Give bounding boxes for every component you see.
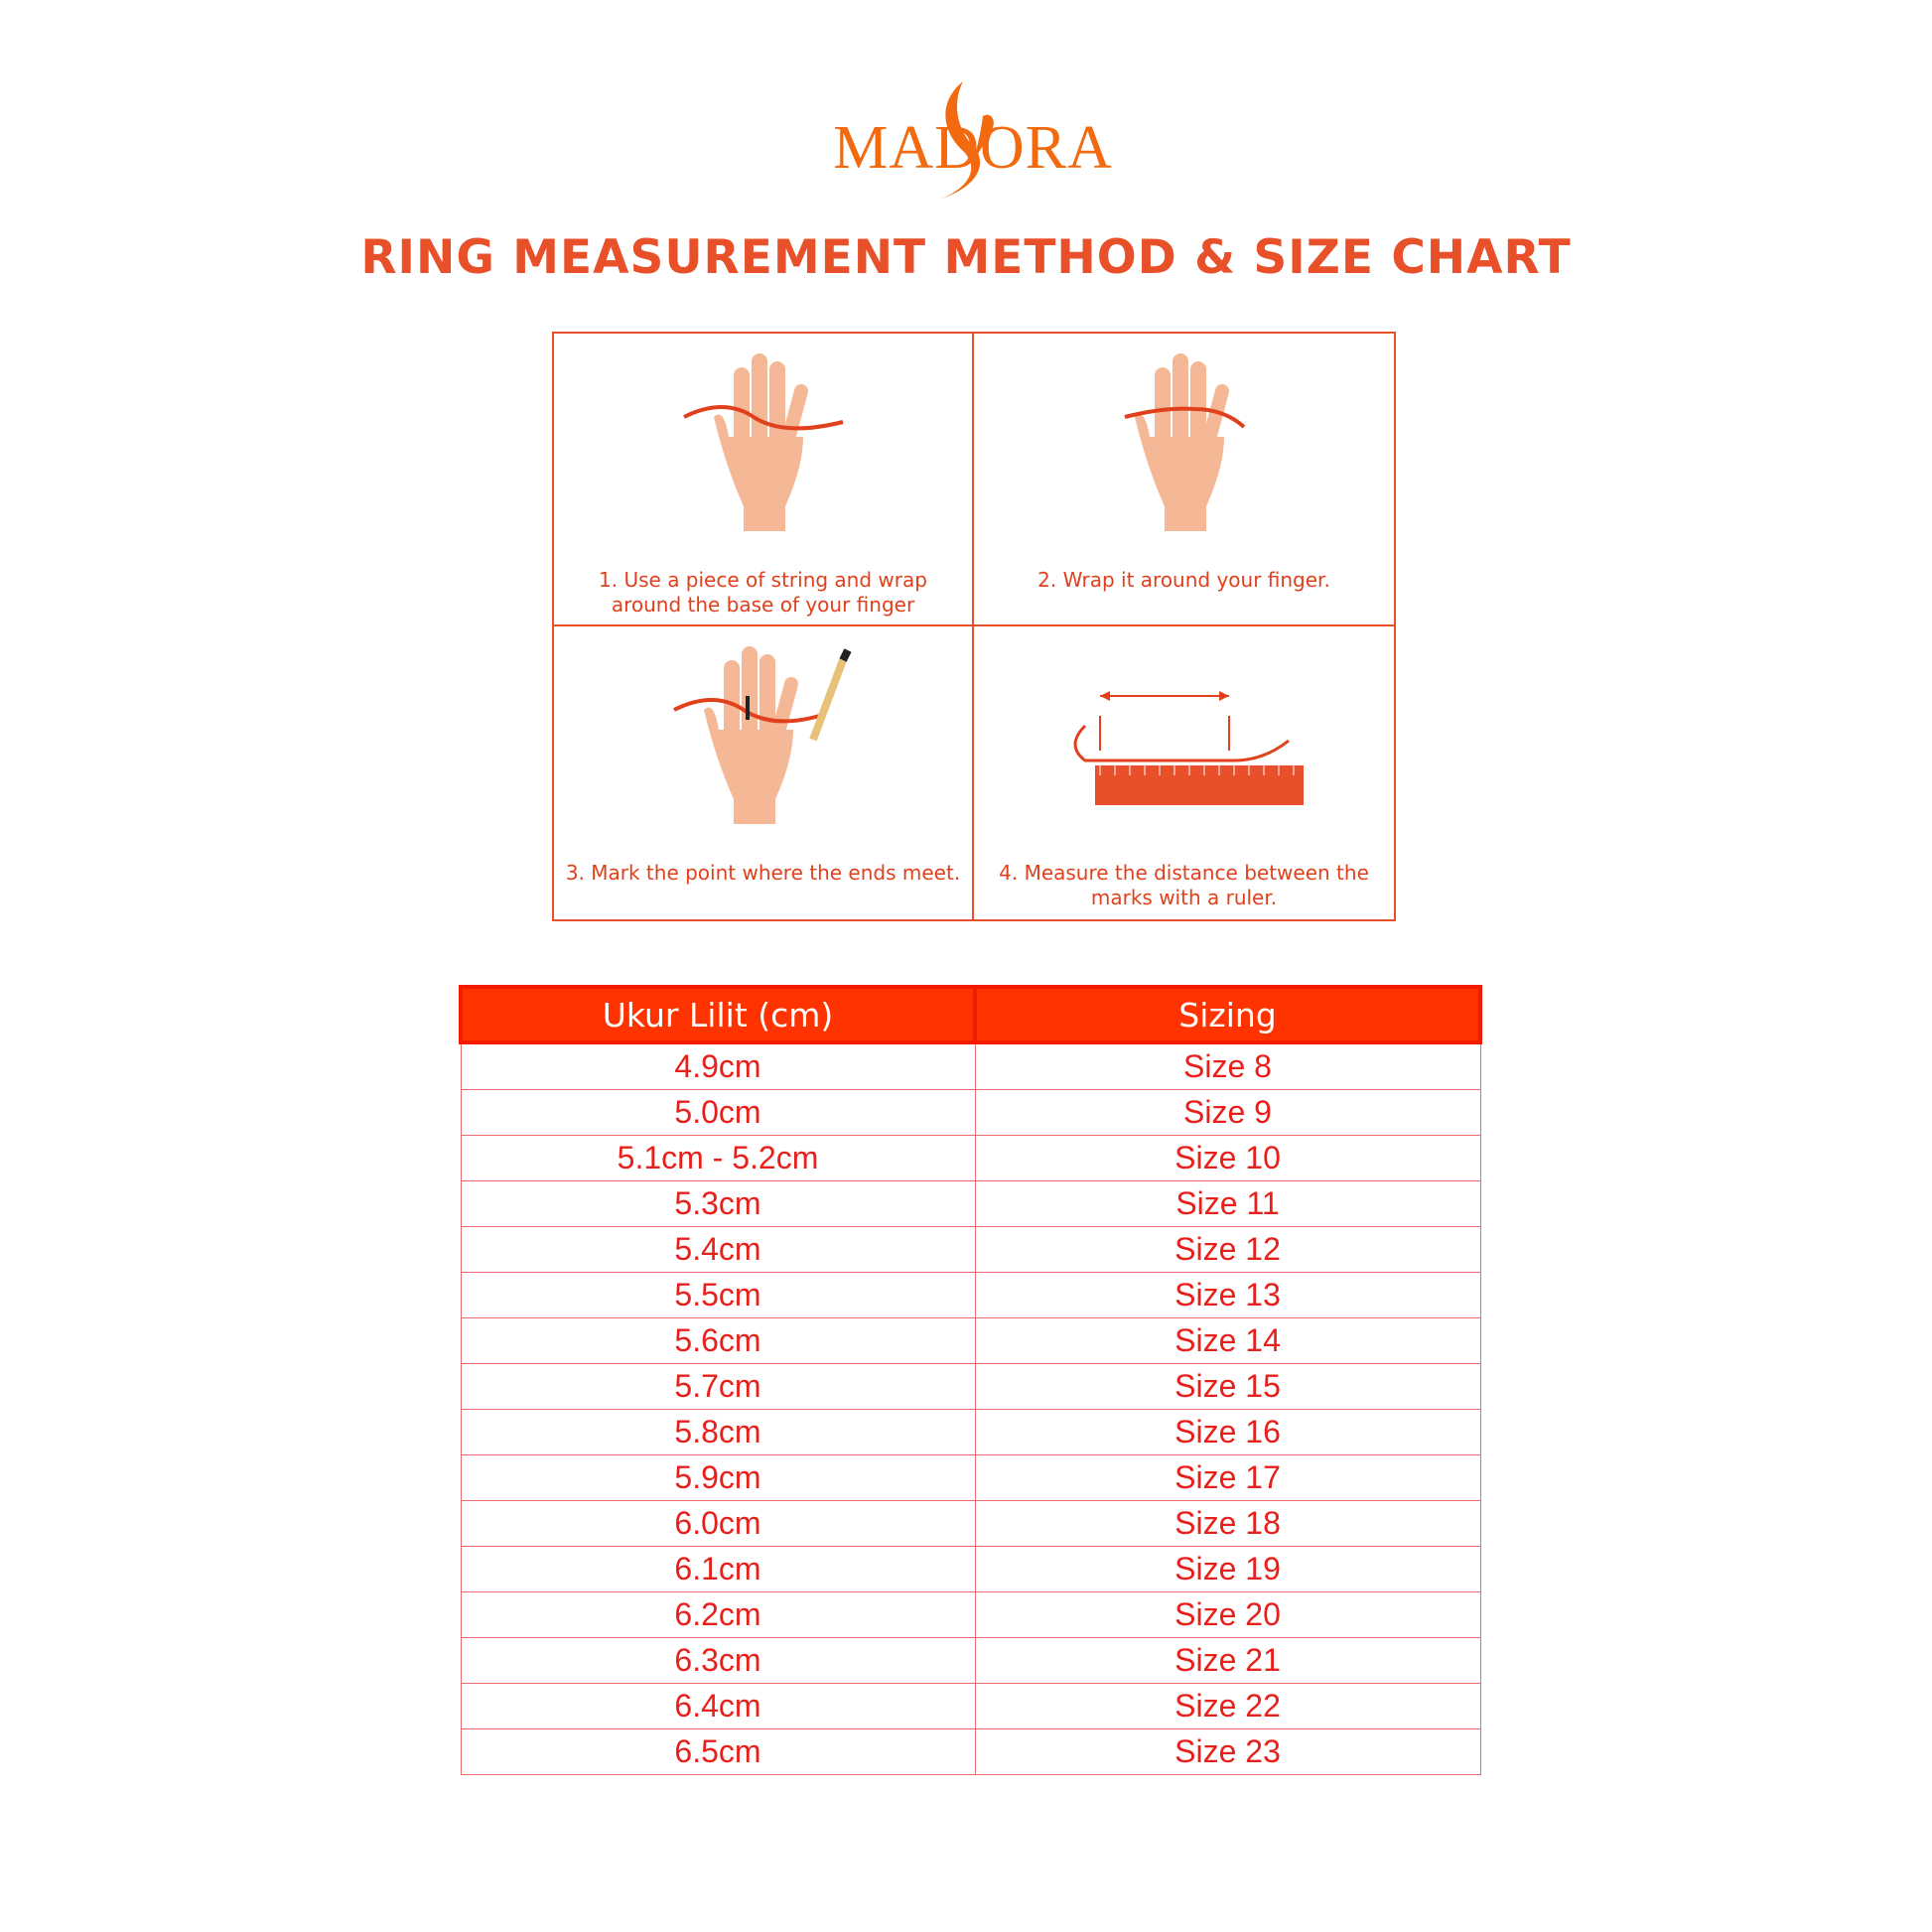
hand-marking-pencil-icon xyxy=(672,646,852,824)
table-row: 6.3cm Size 21 xyxy=(460,1637,1481,1684)
circumference-cell: 5.0cm xyxy=(460,1089,976,1136)
size-cell: Size 9 xyxy=(974,1089,1481,1136)
table-row: 6.5cm Size 23 xyxy=(460,1728,1481,1775)
table-row: 5.4cm Size 12 xyxy=(460,1226,1481,1273)
circumference-cell: 5.1cm - 5.2cm xyxy=(460,1135,976,1181)
header-sizing: Sizing xyxy=(973,985,1482,1044)
circumference-cell: 6.2cm xyxy=(460,1591,976,1638)
step-caption: 4. Measure the distance between the mark… xyxy=(999,861,1369,909)
size-cell: Size 10 xyxy=(974,1135,1481,1181)
table-header-row: Ukur Lilit (cm) Sizing xyxy=(459,985,1482,1044)
logo-text: MADORA xyxy=(833,114,1113,182)
table-row: 6.0cm Size 18 xyxy=(460,1500,1481,1547)
table-row: 5.3cm Size 11 xyxy=(460,1180,1481,1227)
circumference-cell: 6.0cm xyxy=(460,1500,976,1547)
size-cell: Size 14 xyxy=(974,1317,1481,1364)
ruler-measure-icon xyxy=(1073,691,1304,805)
size-cell: Size 22 xyxy=(974,1683,1481,1729)
table-row: 6.2cm Size 20 xyxy=(460,1591,1481,1638)
size-cell: Size 17 xyxy=(974,1454,1481,1501)
size-cell: Size 8 xyxy=(974,1041,1481,1090)
phoenix-icon xyxy=(941,81,994,199)
step-4: 4. Measure the distance between the mark… xyxy=(974,626,1394,919)
table-row: 5.6cm Size 14 xyxy=(460,1317,1481,1364)
circumference-cell: 5.9cm xyxy=(460,1454,976,1501)
table-row: 5.7cm Size 15 xyxy=(460,1363,1481,1410)
circumference-cell: 5.8cm xyxy=(460,1409,976,1455)
size-cell: Size 13 xyxy=(974,1272,1481,1318)
hand-string-wrapped-icon xyxy=(1124,353,1245,531)
size-cell: Size 18 xyxy=(974,1500,1481,1547)
circumference-cell: 5.6cm xyxy=(460,1317,976,1364)
size-cell: Size 20 xyxy=(974,1591,1481,1638)
table-row: 4.9cm Size 8 xyxy=(460,1041,1481,1090)
size-cell: Size 12 xyxy=(974,1226,1481,1273)
step-caption: 3. Mark the point where the ends meet. xyxy=(565,861,961,885)
table-row: 5.5cm Size 13 xyxy=(460,1272,1481,1318)
circumference-cell: 5.4cm xyxy=(460,1226,976,1273)
hand-with-string-icon xyxy=(682,353,843,531)
circumference-cell: 6.4cm xyxy=(460,1683,976,1729)
circumference-cell: 5.5cm xyxy=(460,1272,976,1318)
size-cell: Size 23 xyxy=(974,1728,1481,1775)
step-1: 1. Use a piece of string and wrap around… xyxy=(554,334,974,626)
table-row: 6.1cm Size 19 xyxy=(460,1546,1481,1592)
brand-logo: MADORA xyxy=(814,71,1132,201)
circumference-cell: 5.3cm xyxy=(460,1180,976,1227)
measurement-steps: 1. Use a piece of string and wrap around… xyxy=(552,332,1396,921)
table-row: 5.8cm Size 16 xyxy=(460,1409,1481,1455)
circumference-cell: 6.5cm xyxy=(460,1728,976,1775)
table-row: 6.4cm Size 22 xyxy=(460,1683,1481,1729)
circumference-cell: 5.7cm xyxy=(460,1363,976,1410)
header-circumference: Ukur Lilit (cm) xyxy=(459,985,977,1044)
step-caption: 1. Use a piece of string and wrap around… xyxy=(599,568,927,617)
page-title: RING MEASUREMENT METHOD & SIZE CHART xyxy=(360,230,1572,285)
step-3: 3. Mark the point where the ends meet. xyxy=(554,626,974,919)
table-row: 5.0cm Size 9 xyxy=(460,1089,1481,1136)
size-cell: Size 15 xyxy=(974,1363,1481,1410)
size-cell: Size 11 xyxy=(974,1180,1481,1227)
size-chart-table: Ukur Lilit (cm) Sizing 4.9cm Size 8 5.0cm S… xyxy=(459,985,1482,1775)
size-cell: Size 16 xyxy=(974,1409,1481,1455)
circumference-cell: 4.9cm xyxy=(460,1041,976,1090)
circumference-cell: 6.1cm xyxy=(460,1546,976,1592)
circumference-cell: 6.3cm xyxy=(460,1637,976,1684)
table-row: 5.1cm - 5.2cm Size 10 xyxy=(460,1135,1481,1181)
size-cell: Size 21 xyxy=(974,1637,1481,1684)
table-row: 5.9cm Size 17 xyxy=(460,1454,1481,1501)
step-2: 2. Wrap it around your finger. xyxy=(974,334,1394,626)
size-cell: Size 19 xyxy=(974,1546,1481,1592)
step-caption: 2. Wrap it around your finger. xyxy=(1037,568,1330,592)
